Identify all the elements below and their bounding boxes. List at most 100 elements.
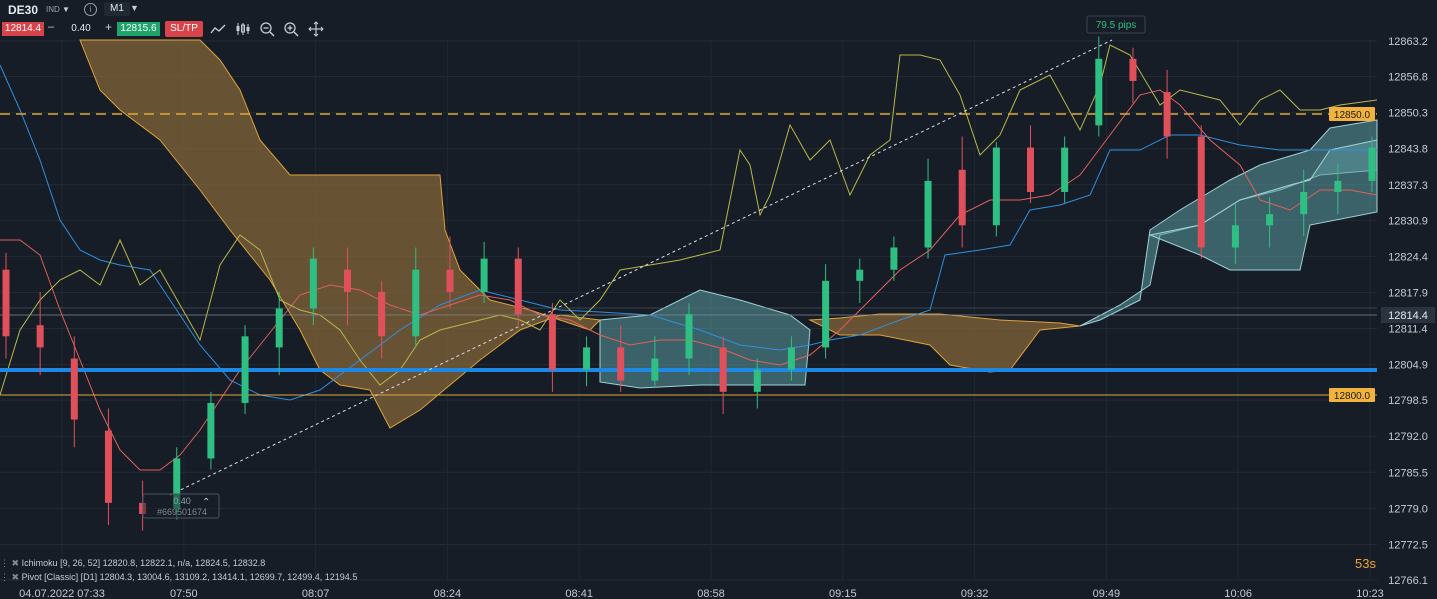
symbol-type[interactable]: IND ▼ [46, 5, 70, 14]
candle-body [309, 258, 317, 309]
candle-body [617, 347, 625, 381]
candle-body [1061, 147, 1069, 192]
chevron-down-icon[interactable]: ▼ [62, 5, 70, 14]
price-tick-label: 12766.1 [1388, 575, 1428, 587]
price-tick-label: 12798.5 [1388, 395, 1428, 407]
candle-body [173, 458, 181, 509]
price-tick-label: 12811.4 [1389, 324, 1428, 336]
candle-body [1300, 191, 1308, 215]
candle-body [344, 269, 351, 292]
candle-body [787, 347, 795, 370]
ichimoku-cloud-bullish-3 [1148, 139, 1378, 271]
lot-size-input[interactable]: 0.40 [71, 23, 91, 34]
position-marker-box[interactable] [142, 493, 220, 519]
price-tick-label: 12785.5 [1388, 467, 1428, 479]
ichimoku-chikou-line [0, 44, 1378, 396]
pivot-legend-text: Pivot [Classic] [D1] 12804.3, 13004.6, 1… [21, 572, 358, 582]
crosshair-icon[interactable] [308, 21, 324, 37]
candle-body [241, 336, 249, 403]
price-tick-label: 12824.4 [1388, 251, 1428, 263]
bid-price-marker-box [1381, 307, 1435, 323]
candle-body [1334, 180, 1342, 192]
settings-icon-2[interactable]: ⋮ ✖ [0, 572, 20, 582]
time-axis: 04.07.2022 07:33 07:50 08:07 08:24 08:41 08:5… [19, 588, 1384, 599]
candle-body [583, 347, 591, 370]
pivot-legend[interactable]: ⋮ ✖ Pivot [Classic] [D1] 12804.3, 13004.… [0, 572, 357, 583]
time-tick-label: 10:06 [1224, 588, 1252, 599]
price-tick-label: 12830.9 [1388, 215, 1428, 227]
timeframe-select[interactable]: M1 [104, 2, 130, 16]
time-tick-label: 09:32 [961, 588, 989, 599]
time-tick-label: 08:07 [302, 588, 330, 599]
ichimoku-cloud-bullish [599, 289, 811, 389]
time-tick-label: 09:15 [829, 588, 857, 599]
level-marker-12800: 12800.0 [1334, 391, 1371, 402]
candle-body [753, 369, 761, 392]
candle-body [1266, 214, 1274, 226]
lot-increase-button[interactable]: + [105, 20, 113, 34]
candle-body [890, 247, 898, 270]
sltp-button[interactable]: SL/TP [165, 21, 203, 37]
bid-price-marker: 12814.4 [1388, 310, 1428, 322]
settings-icon[interactable]: ⋮ ✖ [0, 558, 20, 568]
candle-body [1027, 147, 1034, 192]
candle-body [651, 358, 659, 381]
symbol-name[interactable]: DE30 [8, 3, 39, 17]
time-tick-label: 08:24 [434, 588, 462, 599]
info-icon[interactable]: i [84, 3, 97, 16]
price-tick-label: 12843.8 [1388, 144, 1428, 156]
price-tick-label: 12856.8 [1388, 72, 1428, 84]
ichimoku-cloud-bearish [79, 39, 602, 429]
candles-layer [2, 36, 1376, 531]
price-tick-label: 12792.0 [1388, 431, 1428, 443]
measure-label-box [1086, 15, 1146, 34]
candle-body [958, 169, 966, 226]
level-marker-12800-box[interactable] [1329, 388, 1375, 402]
measure-line[interactable] [169, 39, 1113, 496]
candle-body [1197, 136, 1205, 248]
time-tick-label: 10:23 [1356, 588, 1384, 599]
candle-body [70, 358, 78, 420]
ichimoku-legend-text: Ichimoku [9, 26, 52] 12820.8, 12822.1, n… [21, 558, 266, 568]
candle-body [685, 314, 693, 359]
time-tick-label: 08:41 [565, 588, 593, 599]
measure-label: 79.5 pips [1096, 20, 1137, 31]
candle-body [992, 147, 1000, 226]
candle-body [719, 347, 727, 392]
candles-icon[interactable] [235, 21, 251, 37]
lot-decrease-button[interactable]: – [48, 21, 55, 33]
candle-body [1368, 147, 1376, 181]
buy-button[interactable]: 12815.6 [117, 22, 160, 36]
ichimoku-legend[interactable]: ⋮ ✖ Ichimoku [9, 26, 52] 12820.8, 12822.… [0, 558, 265, 569]
candle-body [207, 402, 215, 459]
timeframe-chevron-down-icon[interactable]: ▼ [130, 3, 139, 13]
candle-body [104, 430, 112, 503]
price-tick-label: 12837.3 [1388, 180, 1428, 192]
price-tick-label: 12863.2 [1388, 36, 1428, 48]
candle-body [822, 280, 830, 348]
zoom-in-icon[interactable] [283, 21, 299, 37]
chevron-up-icon[interactable]: ⌃ [202, 497, 210, 508]
price-tick-label: 12804.9 [1388, 360, 1428, 372]
candle-body [548, 314, 556, 370]
candle-body [856, 269, 864, 281]
time-tick-label: 07:50 [170, 588, 198, 599]
candle-body [1095, 58, 1103, 126]
candle-body [1231, 225, 1239, 248]
candle-body [275, 308, 283, 348]
time-tick-label: 09:49 [1093, 588, 1121, 599]
level-marker-12850: 12850.0 [1334, 110, 1371, 121]
candle-body [1163, 92, 1171, 137]
level-marker-12850-box[interactable] [1329, 107, 1375, 121]
price-tick-label: 12772.5 [1388, 539, 1428, 551]
line-chart-icon[interactable] [210, 21, 226, 37]
top-toolbar: DE30 IND ▼ i M1 ▼ 12814.4 – 0.40 + 12815… [0, 0, 340, 40]
time-tick-label: 04.07.2022 07:33 [19, 588, 105, 599]
candle-timer: 53s [1355, 556, 1376, 571]
ichimoku-cloud-bearish-2 [808, 313, 1081, 373]
sell-button[interactable]: 12814.4 [2, 22, 44, 36]
price-tick-label: 12850.3 [1388, 108, 1428, 120]
zoom-out-icon[interactable] [259, 21, 275, 37]
candle-body [378, 291, 386, 337]
